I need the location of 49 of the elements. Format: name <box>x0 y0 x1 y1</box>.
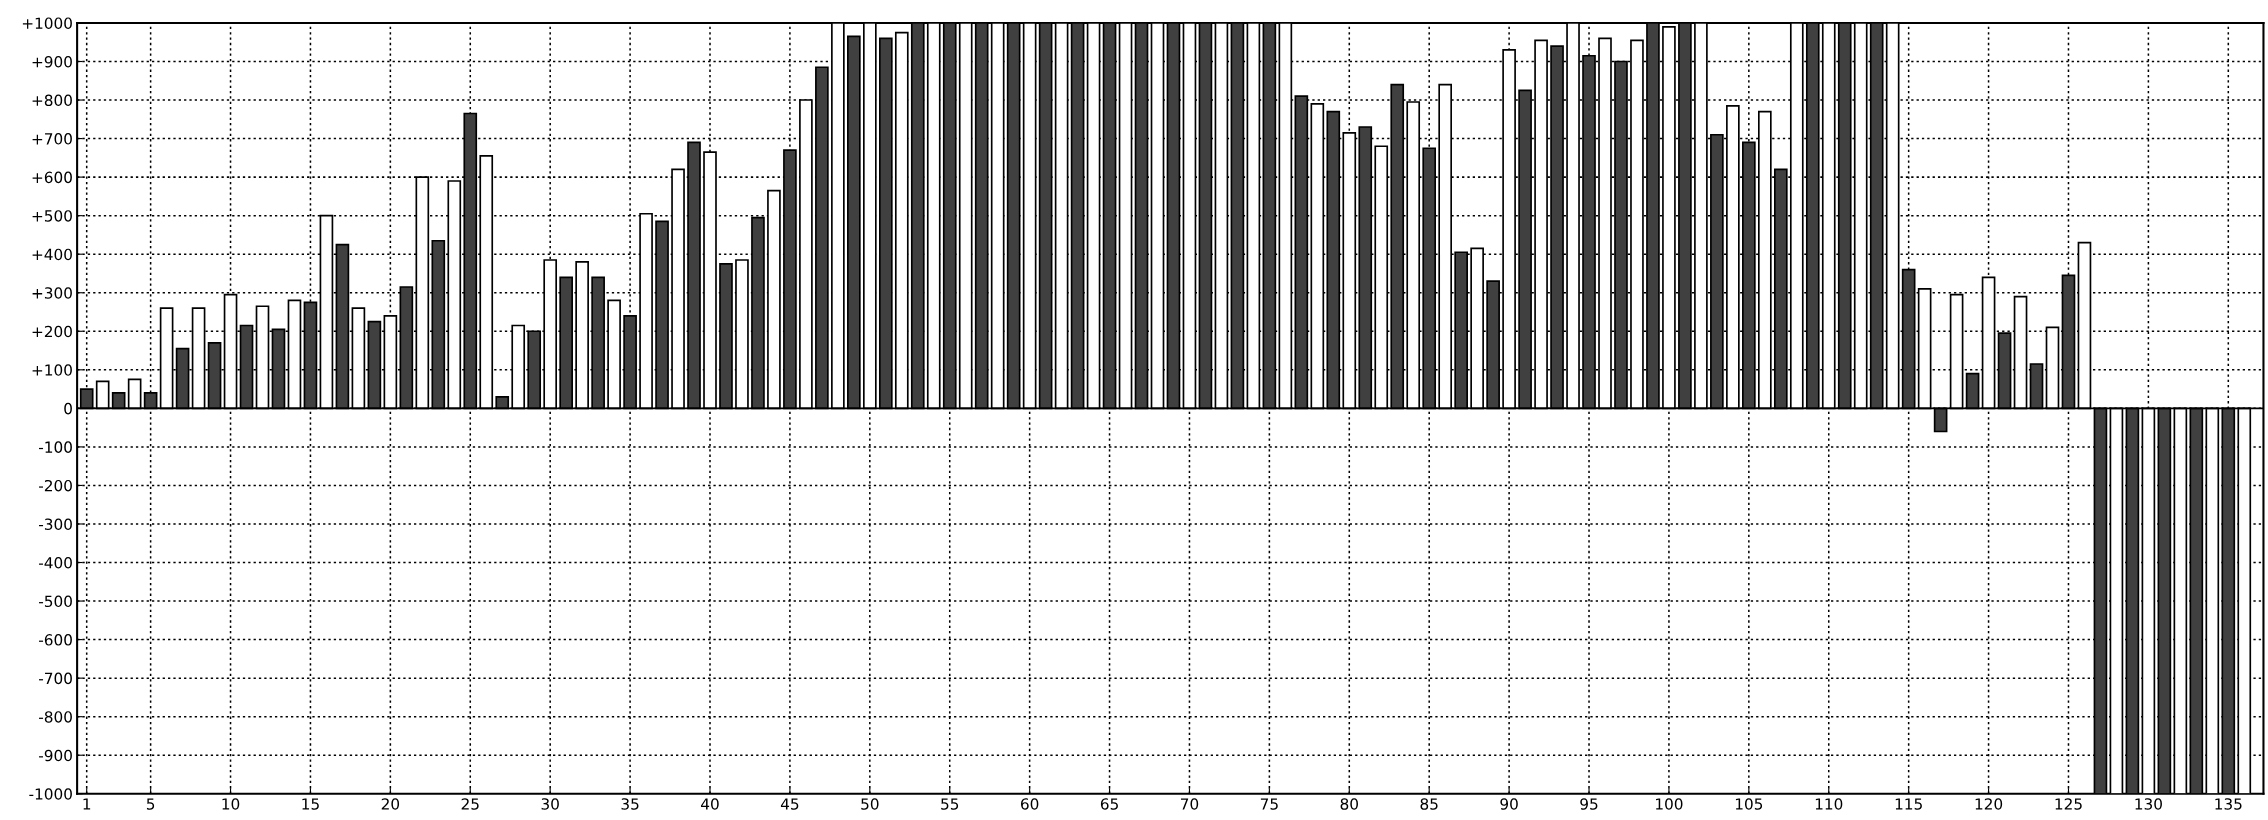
x-tick-label: 65 <box>1100 798 1118 810</box>
y-tick-label: -700 <box>39 672 72 685</box>
y-tick-label: -600 <box>39 634 72 646</box>
x-tick-label: 95 <box>1580 798 1598 810</box>
y-tick-label: -300 <box>39 518 72 530</box>
y-tick-label: +700 <box>32 133 72 145</box>
y-tick-label: +800 <box>32 94 72 107</box>
y-tick-label: -500 <box>39 595 72 608</box>
x-tick-label: 70 <box>1181 798 1199 810</box>
y-tick-label: -1000 <box>29 788 72 800</box>
y-tick-label: -900 <box>39 749 72 762</box>
x-tick-label: 120 <box>1975 798 2003 810</box>
y-tick-label: +400 <box>32 248 72 261</box>
y-tick-label: -400 <box>39 556 72 569</box>
x-tick-label: 125 <box>2055 798 2082 810</box>
x-tick-label: 110 <box>1815 798 1843 810</box>
x-tick-label: 130 <box>2135 798 2162 810</box>
x-tick-label: 135 <box>2215 798 2242 810</box>
y-tick-label: +500 <box>32 210 72 222</box>
x-tick-label: 85 <box>1420 798 1438 810</box>
y-tick-label: +900 <box>32 55 72 68</box>
x-tick-label: 105 <box>1735 798 1763 810</box>
y-tick-label: -100 <box>39 441 72 453</box>
x-tick-label: 30 <box>541 798 559 810</box>
x-tick-label: 5 <box>146 798 155 810</box>
x-tick-label: 20 <box>381 798 400 810</box>
x-tick-label: 55 <box>941 798 959 810</box>
x-tick-label: 15 <box>302 798 319 810</box>
x-tick-label: 90 <box>1500 798 1518 810</box>
x-tick-label: 40 <box>701 798 719 810</box>
y-tick-label: +1000 <box>22 17 72 29</box>
x-tick-label: 10 <box>222 798 240 810</box>
x-tick-label: 1 <box>83 798 91 810</box>
x-tick-label: 50 <box>861 798 879 810</box>
y-tick-label: -800 <box>39 711 72 723</box>
x-tick-label: 60 <box>1020 798 1039 810</box>
y-tick-label: -200 <box>39 479 72 492</box>
x-tick-label: 25 <box>461 798 479 810</box>
x-tick-label: 115 <box>1895 798 1922 810</box>
x-tick-label: 35 <box>621 798 639 810</box>
y-tick-label: +100 <box>32 364 72 376</box>
x-tick-label: 45 <box>780 798 799 810</box>
x-tick-label: 100 <box>1656 798 1683 810</box>
y-tick-label: +200 <box>32 325 72 338</box>
y-tick-label: 0 <box>64 402 72 415</box>
x-tick-label: 80 <box>1340 798 1358 810</box>
y-tick-label: +300 <box>32 287 72 299</box>
y-tick-label: +600 <box>32 171 72 184</box>
x-tick-label: 75 <box>1260 798 1278 810</box>
